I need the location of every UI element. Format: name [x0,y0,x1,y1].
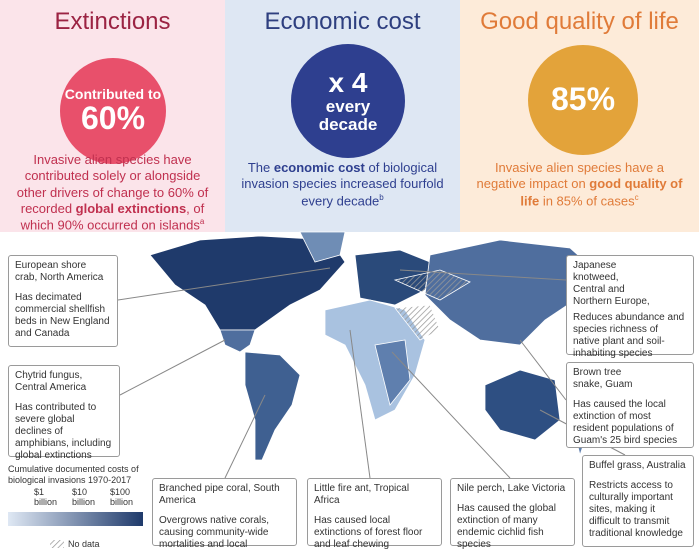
south-america [244,351,301,461]
text: b [379,192,384,202]
text: The [247,160,274,175]
legend-scale [8,512,143,526]
callout-title: Buffel grass, Australia [589,460,686,471]
legend-label: $1 billion [34,487,58,507]
text: good quality of life [520,176,683,208]
east-africa [374,339,411,406]
panel-text: The economic cost of biological invasion… [235,160,450,209]
stat-circle: x 4 every decade [291,44,405,158]
callout-text: Has decimated commercial shellfish beds … [15,292,110,339]
stat-circle: Contributed to 60% [60,58,166,164]
callout-title: Nile perch, Lake Victoria [457,483,566,494]
circle-text: every [325,96,371,116]
text: a [199,217,205,226]
panel-text: Invasive alien species have a negative i… [470,160,689,209]
callout: Japanese knotweed, Central and Northern … [566,255,694,359]
text: economic cost [273,160,365,175]
stat-circle: 85% [528,45,638,155]
legend-title: Cumulative documented costs of biologica… [8,464,139,485]
text: c [634,192,639,202]
circle-value: 60% [80,99,146,136]
economic-panel: Economic cost x 4 every decade The econo… [225,0,460,232]
callout-text: Has caused local extinctions of forest f… [314,515,423,550]
panel-title: Good quality of life [480,8,679,35]
callout: Brown tree snake, Guam Has caused the loc… [566,362,694,448]
panel-text: Invasive alien species have contributed … [10,152,215,234]
australia [484,369,561,441]
north-america [149,235,346,331]
circle-text: Contributed to [64,85,162,102]
callout-text: Restricts access to culturally important… [589,480,683,539]
callout-title: Japanese knotweed, Central and Northern … [573,260,650,307]
legend-no-data-label: No data [68,539,100,549]
circle-text: decade [318,114,378,134]
legend-label: $100 billion [110,487,134,507]
callout-text: Overgrows native corals, causing communi… [159,515,270,550]
callout-text: Has caused the local extinction of most … [573,399,678,446]
text: of biological invasion species increased… [241,160,444,208]
no-data-region [394,304,441,341]
callout: Nile perch, Lake Victoria Has caused the … [450,478,575,550]
callout-text: Has contributed to severe global decline… [15,402,112,461]
callout-title: Branched pipe coral, South America [159,483,280,506]
text: in 85% of cases [539,192,635,208]
callout-title: European shore crab, North America [15,260,104,283]
legend-label: $10 billion [72,487,96,507]
callout-text: Has caused the global extinction of many… [457,503,556,550]
callout: European shore crab, North America Has de… [8,255,118,347]
callout-title: Chytrid fungus, Central America [15,370,87,393]
greenland [299,231,346,263]
text: global extinctions [75,200,187,216]
central-america [219,329,256,353]
callout-title: Little fire ant, Tropical Africa [314,483,410,506]
text: Invasive alien species have a negative i… [476,160,665,192]
panel-title: Extinctions [54,8,171,35]
text: , of which 90% occurred on islands [20,200,205,233]
callout: Branched pipe coral, South America Overgr… [152,478,297,550]
callout: Little fire ant, Tropical Africa Has caus… [307,478,442,550]
no-data-region [393,269,471,301]
callout-text: Reduces abundance and species richness o… [573,312,685,359]
circle-value: x 4 [328,67,368,99]
panel-title: Economic cost [264,8,421,35]
asia [424,239,596,346]
callout: Buffel grass, Australia Restricts access … [582,455,694,547]
callout: Chytrid fungus, Central America Has contr… [8,365,120,461]
circle-value: 85% [550,81,616,118]
legend-no-data [50,540,64,548]
text: Invasive alien species have contributed … [16,152,209,216]
quality-panel: Good quality of life 85% Invasive alien … [460,0,699,232]
extinctions-panel: Extinctions Contributed to 60% Invasive … [0,0,225,232]
callout-title: Brown tree snake, Guam [573,367,633,390]
